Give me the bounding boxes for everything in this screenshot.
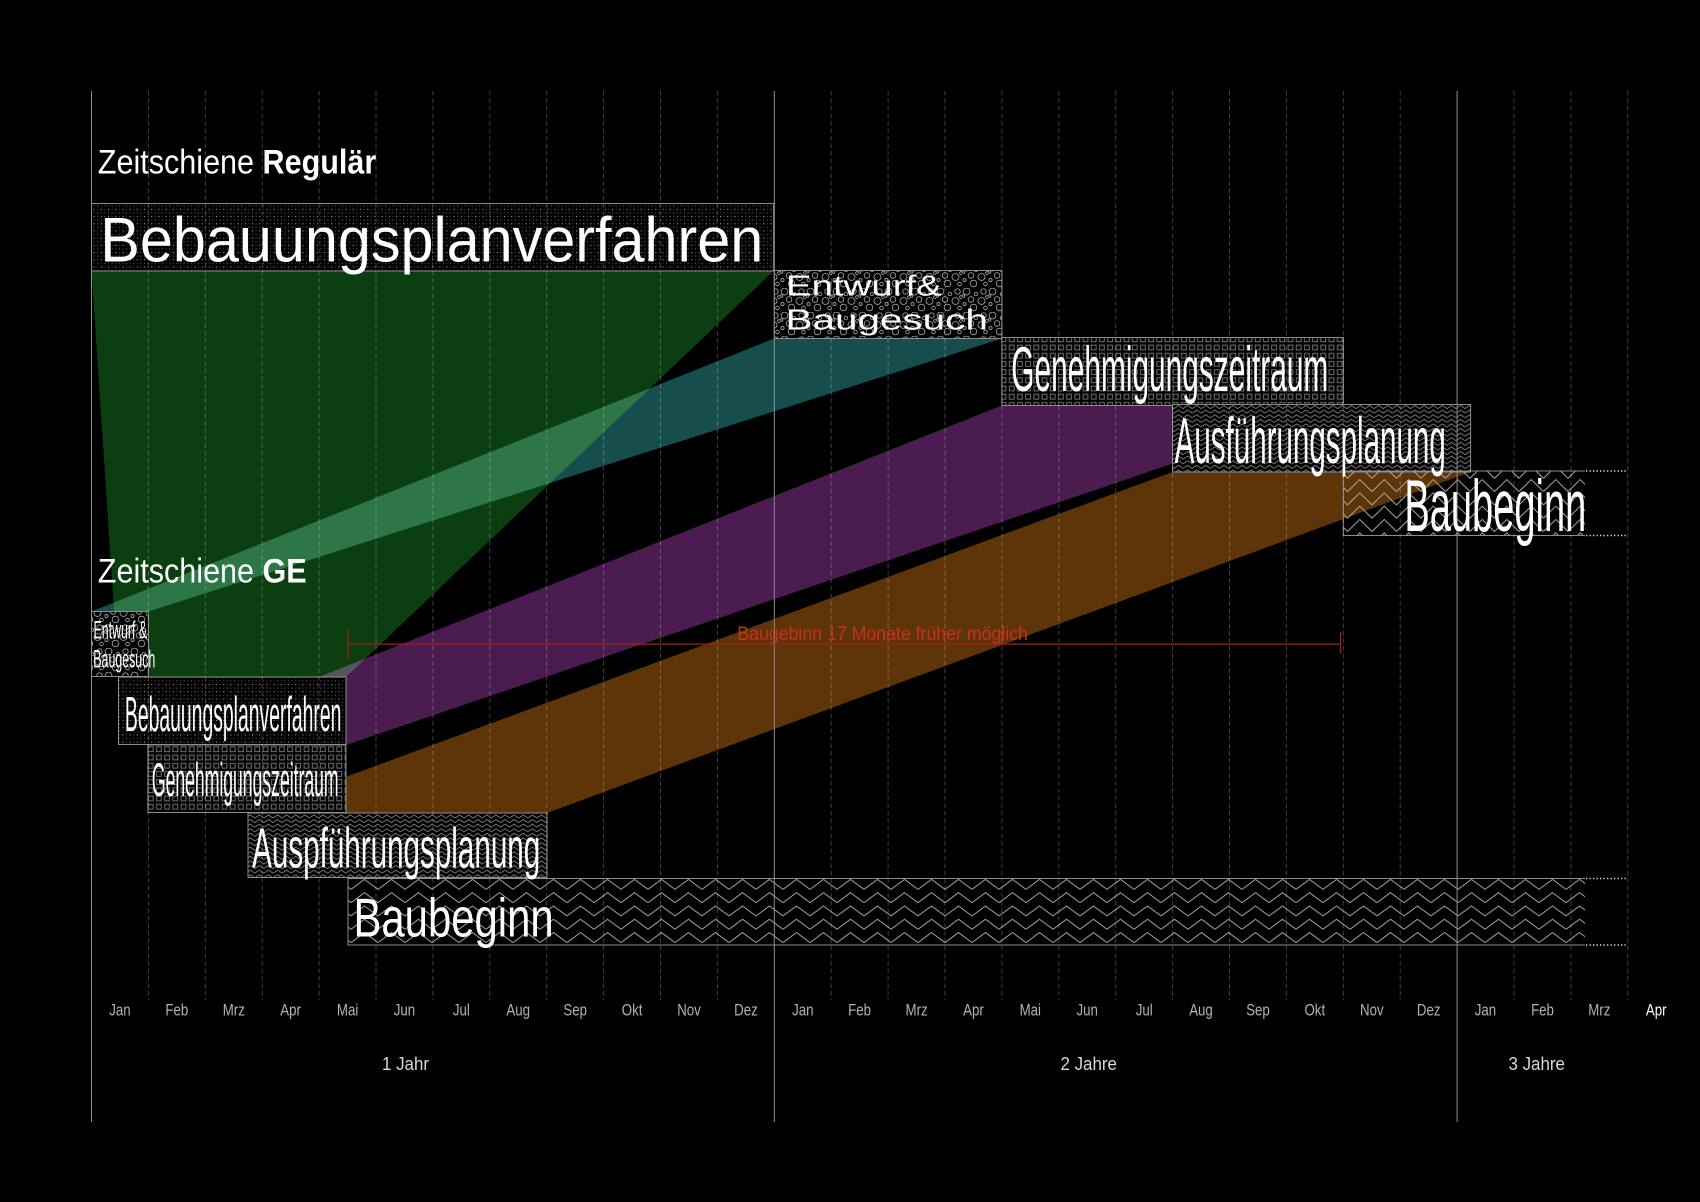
svg-text:Baugesuch: Baugesuch [93,646,155,674]
svg-text:Auspführungsplanung: Auspführungsplanung [252,816,540,880]
svg-text:Feb: Feb [1531,1001,1554,1020]
svg-text:Jun: Jun [394,1001,415,1020]
svg-text:Okt: Okt [1304,1001,1325,1020]
svg-text:Sep: Sep [563,1001,587,1020]
svg-text:Apr: Apr [280,1001,301,1020]
svg-text:Jun: Jun [1077,1001,1098,1020]
svg-text:Okt: Okt [622,1001,643,1020]
svg-text:Mrz: Mrz [223,1001,245,1020]
svg-text:Baubeginn: Baubeginn [1404,466,1586,548]
svg-text:Genehmigungszeitraum: Genehmigungszeitraum [1011,335,1328,405]
svg-text:Baugebinn 17 Monate früher mög: Baugebinn 17 Monate früher möglich [737,622,1028,644]
svg-text:Entwurf&: Entwurf& [786,270,942,302]
svg-text:Bebauungsplanverfahren: Bebauungsplanverfahren [100,205,763,276]
svg-text:Nov: Nov [677,1001,701,1020]
svg-text:Genehmigungszeitraum: Genehmigungszeitraum [152,753,339,806]
svg-text:Dez: Dez [734,1001,758,1020]
svg-text:3 Jahre: 3 Jahre [1508,1053,1564,1074]
svg-text:Entwurf &: Entwurf & [94,617,148,645]
svg-text:Mai: Mai [337,1001,358,1020]
svg-text:Mrz: Mrz [906,1001,928,1020]
svg-text:2 Jahre: 2 Jahre [1060,1053,1116,1074]
svg-text:Apr: Apr [963,1001,984,1020]
svg-text:Jan: Jan [109,1001,130,1020]
svg-text:Aug: Aug [1189,1001,1213,1020]
svg-text:Mai: Mai [1020,1001,1041,1020]
svg-text:Zeitschiene GE: Zeitschiene GE [98,551,307,590]
svg-text:Zeitschiene Regulär: Zeitschiene Regulär [98,142,377,181]
svg-text:Bebauungsplanverfahren: Bebauungsplanverfahren [125,686,341,741]
svg-text:Baugesuch: Baugesuch [786,304,988,336]
svg-text:Baubeginn: Baubeginn [354,888,554,949]
svg-text:Ausführungsplanung: Ausführungsplanung [1175,404,1446,477]
svg-text:Jul: Jul [453,1001,470,1020]
svg-text:Mrz: Mrz [1588,1001,1610,1020]
svg-text:Feb: Feb [848,1001,871,1020]
svg-text:Jul: Jul [1136,1001,1153,1020]
svg-text:1 Jahr: 1 Jahr [382,1053,429,1074]
svg-text:Dez: Dez [1417,1001,1441,1020]
svg-text:Sep: Sep [1246,1001,1270,1020]
svg-text:Jan: Jan [1475,1001,1496,1020]
svg-text:Apr: Apr [1646,1001,1667,1020]
svg-text:Nov: Nov [1360,1001,1384,1020]
svg-text:Feb: Feb [165,1001,188,1020]
svg-text:Jan: Jan [792,1001,813,1020]
svg-text:Aug: Aug [506,1001,530,1020]
